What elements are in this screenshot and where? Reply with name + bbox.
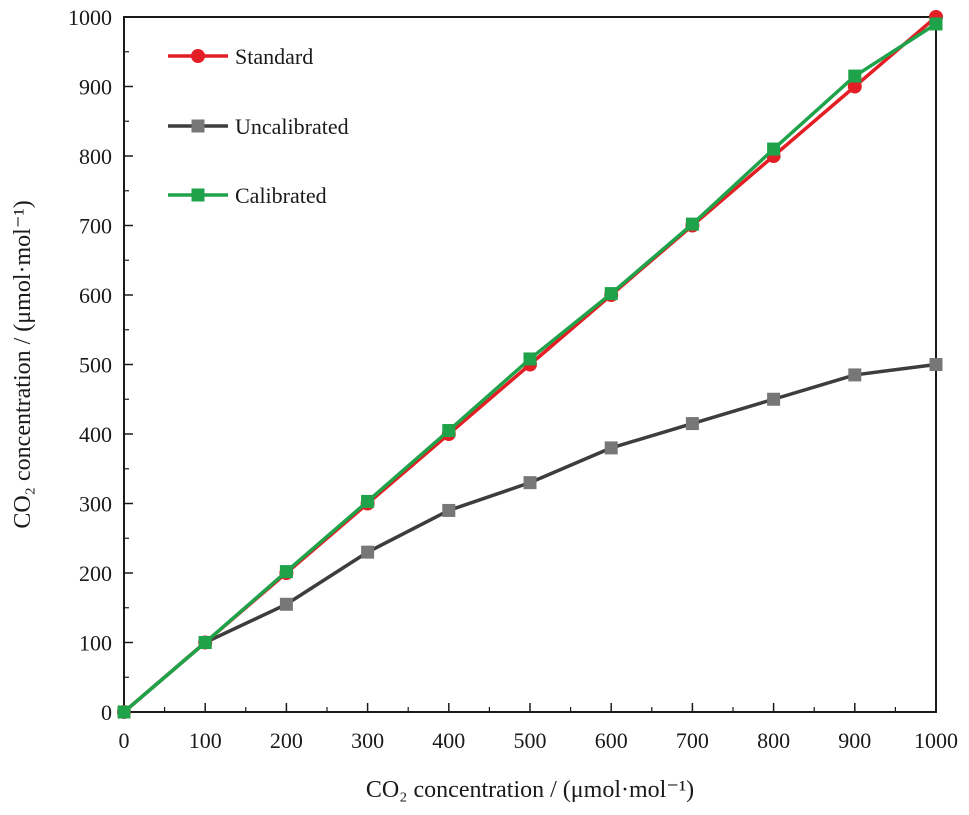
legend-label-standard: Standard — [235, 44, 313, 69]
x-tick-label: 0 — [119, 728, 130, 753]
uncalibrated-point — [767, 392, 781, 406]
calibrated-point — [198, 636, 212, 649]
y-tick-label: 800 — [79, 144, 112, 169]
x-tick-label: 900 — [838, 728, 871, 753]
y-tick-label: 700 — [79, 214, 112, 239]
calibrated-point — [117, 705, 131, 719]
legend-swatch-marker — [191, 188, 205, 202]
calibrated-point — [523, 352, 537, 366]
y-axis-title: CO₂ concentration / (μmol·mol⁻¹) — [10, 200, 36, 528]
standard-point — [847, 79, 862, 94]
legend-item-uncalibrated: Uncalibrated — [168, 114, 349, 139]
legend-item-calibrated: Calibrated — [168, 183, 327, 208]
y-tick-label: 200 — [79, 561, 112, 586]
y-tick-label: 0 — [101, 700, 112, 725]
y-tick-label: 100 — [79, 631, 112, 656]
legend: Standard Uncalibrated Calibrated — [168, 44, 349, 208]
x-tick-label: 600 — [595, 728, 628, 753]
uncalibrated-point — [279, 597, 293, 611]
series-calibrated — [117, 17, 943, 719]
uncalibrated-point — [361, 545, 375, 559]
legend-item-standard: Standard — [168, 44, 313, 69]
axis-ticks: 0 100 200 300 400 500 600 700 800 900 1000 0 100 200 3… — [68, 5, 958, 753]
legend-swatch-marker — [191, 49, 205, 63]
uncalibrated-point — [929, 358, 943, 371]
y-tick-label: 400 — [79, 422, 112, 447]
x-tick-label: 700 — [676, 728, 709, 753]
calibrated-point — [442, 424, 456, 438]
x-tick-label: 400 — [432, 728, 465, 753]
series-lines — [117, 10, 943, 719]
calibrated-point — [767, 142, 781, 156]
calibrated-point — [685, 217, 699, 231]
y-tick-label: 500 — [79, 353, 112, 378]
x-tick-label: 100 — [189, 728, 222, 753]
uncalibrated-point — [685, 417, 699, 431]
series-uncalibrated — [117, 358, 943, 719]
legend-label-calibrated: Calibrated — [235, 183, 327, 208]
y-tick-label: 600 — [79, 283, 112, 308]
legend-swatch-marker — [191, 119, 205, 133]
x-tick-label: 300 — [351, 728, 384, 753]
legend-label-uncalibrated: Uncalibrated — [235, 114, 349, 139]
x-axis-title: CO₂ concentration / (μmol·mol⁻¹) — [366, 777, 694, 803]
x-tick-label: 800 — [757, 728, 790, 753]
calibrated-point — [361, 494, 375, 508]
uncalibrated-line — [122, 362, 937, 714]
uncalibrated-point — [442, 503, 456, 517]
x-tick-label: 200 — [270, 728, 303, 753]
uncalibrated-point — [604, 441, 618, 455]
x-tick-label: 500 — [514, 728, 547, 753]
calibrated-point — [929, 17, 943, 31]
y-tick-label: 300 — [79, 492, 112, 517]
calibrated-point — [848, 69, 862, 83]
uncalibrated-point — [523, 476, 537, 490]
calibrated-point — [279, 565, 293, 579]
y-tick-label: 900 — [79, 75, 112, 100]
x-tick-label: 1000 — [914, 728, 958, 753]
calibrated-point — [604, 287, 618, 301]
uncalibrated-point — [848, 368, 862, 382]
y-tick-label: 1000 — [68, 5, 112, 30]
